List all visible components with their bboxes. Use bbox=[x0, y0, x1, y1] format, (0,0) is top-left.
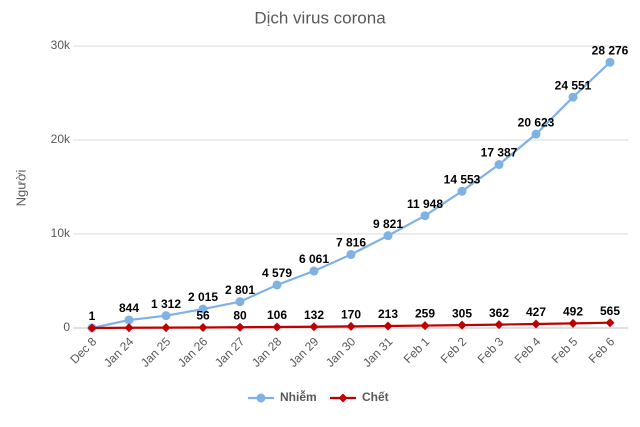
point bbox=[124, 323, 134, 333]
data-label: 56 bbox=[196, 309, 210, 323]
point bbox=[198, 322, 208, 332]
point bbox=[161, 311, 171, 321]
point bbox=[235, 322, 245, 332]
point bbox=[272, 322, 282, 332]
data-label: 28 276 bbox=[592, 43, 629, 57]
legend-label: Chết bbox=[362, 390, 389, 404]
data-label: 213 bbox=[378, 307, 398, 321]
point bbox=[494, 320, 504, 330]
legend-label: Nhiễm bbox=[280, 389, 317, 404]
data-label: 132 bbox=[304, 308, 324, 322]
point bbox=[161, 323, 171, 333]
data-label: 427 bbox=[526, 305, 546, 319]
point bbox=[346, 250, 356, 260]
point bbox=[309, 266, 319, 276]
data-label: 11 948 bbox=[407, 197, 443, 211]
data-label: 565 bbox=[600, 304, 620, 318]
data-label: 2 015 bbox=[188, 290, 218, 304]
point bbox=[568, 92, 578, 102]
point bbox=[124, 315, 134, 325]
data-label: 362 bbox=[489, 306, 509, 320]
data-label: 106 bbox=[267, 308, 287, 322]
point bbox=[457, 320, 467, 330]
point bbox=[272, 280, 282, 290]
data-label: 2 801 bbox=[225, 283, 255, 297]
y-tick-label: 30k bbox=[51, 38, 71, 52]
data-label: 1 312 bbox=[151, 297, 181, 311]
data-label: 6 061 bbox=[299, 252, 329, 266]
point bbox=[198, 304, 208, 314]
y-axis-label: Người bbox=[13, 170, 28, 207]
data-label: 7 816 bbox=[336, 236, 366, 250]
chart-title: Dịch virus corona bbox=[254, 8, 386, 27]
data-label: 24 551 bbox=[555, 78, 592, 92]
data-label: 1 bbox=[89, 309, 96, 323]
y-tick-label: 0 bbox=[63, 320, 70, 334]
point bbox=[87, 323, 97, 333]
data-label: 9 821 bbox=[373, 217, 403, 231]
point bbox=[568, 318, 578, 328]
point bbox=[494, 160, 504, 170]
point bbox=[531, 319, 541, 329]
data-label: 4 579 bbox=[262, 266, 292, 280]
data-label: 20 623 bbox=[518, 115, 555, 129]
point bbox=[256, 393, 266, 403]
y-tick-label: 10k bbox=[51, 226, 71, 240]
point bbox=[309, 322, 319, 332]
data-label: 17 387 bbox=[481, 146, 518, 160]
point bbox=[531, 129, 541, 139]
point bbox=[457, 186, 467, 196]
data-label: 305 bbox=[452, 306, 472, 320]
point bbox=[383, 321, 393, 331]
data-label: 844 bbox=[119, 301, 139, 315]
y-tick-label: 20k bbox=[51, 132, 71, 146]
point bbox=[420, 321, 430, 331]
data-label: 80 bbox=[233, 308, 247, 322]
data-label: 259 bbox=[415, 307, 435, 321]
point bbox=[338, 393, 348, 403]
data-label: 14 553 bbox=[444, 172, 481, 186]
point bbox=[346, 321, 356, 331]
data-label: 170 bbox=[341, 308, 361, 322]
point bbox=[383, 231, 393, 241]
data-label: 492 bbox=[563, 305, 583, 319]
point bbox=[420, 211, 430, 221]
point bbox=[605, 57, 615, 67]
point bbox=[605, 318, 615, 328]
point bbox=[235, 297, 245, 307]
